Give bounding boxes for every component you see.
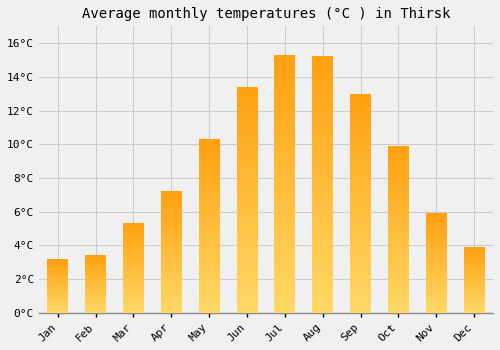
Title: Average monthly temperatures (°C ) in Thirsk: Average monthly temperatures (°C ) in Th… [82, 7, 450, 21]
